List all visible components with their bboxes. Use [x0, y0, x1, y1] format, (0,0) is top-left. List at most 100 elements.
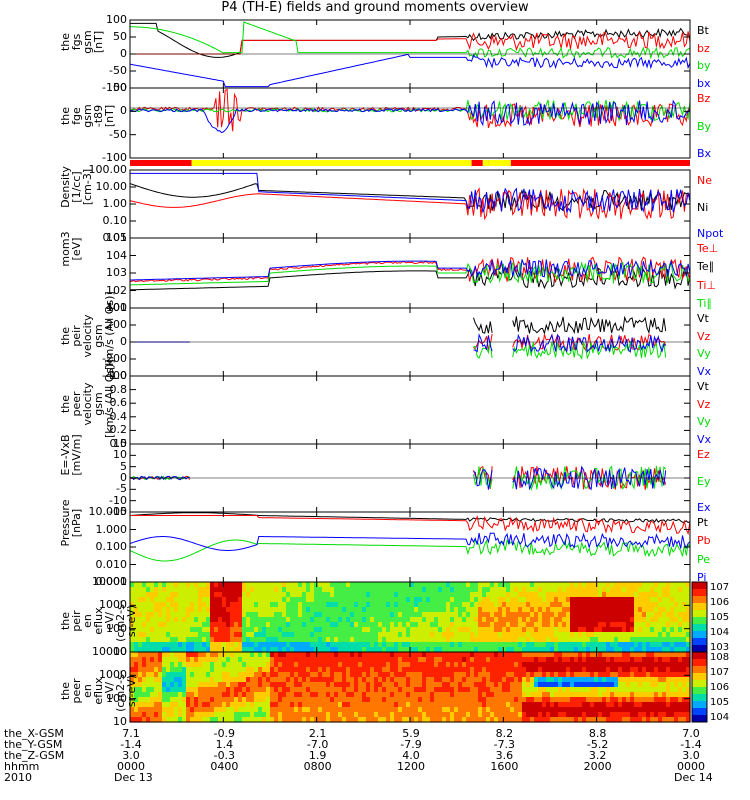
heatmap-cell — [594, 637, 599, 643]
legend-bz: bz — [697, 41, 710, 55]
heatmap-cell — [266, 642, 271, 648]
heatmap-cell — [526, 592, 531, 598]
heatmap-cell — [558, 717, 563, 723]
heatmap-cell — [534, 622, 539, 628]
legend-Pt: Pt — [697, 516, 708, 529]
heatmap-cell — [282, 647, 287, 653]
heatmap-cell — [610, 697, 615, 703]
heatmap-cell — [542, 712, 547, 718]
heatmap-cell — [386, 692, 391, 698]
heatmap-cell — [374, 672, 379, 678]
heatmap-cell — [362, 582, 367, 588]
heatmap-cell — [514, 612, 519, 618]
heatmap-cell — [386, 622, 391, 628]
heatmap-cell — [286, 672, 291, 678]
heatmap-cell — [322, 687, 327, 693]
heatmap-cell — [150, 602, 155, 608]
heatmap-cell — [466, 717, 471, 723]
heatmap-cell — [266, 662, 271, 668]
heatmap-cell — [498, 717, 503, 723]
heatmap-cell — [174, 692, 179, 698]
heatmap-cell — [674, 717, 679, 723]
heatmap-cell — [230, 672, 235, 678]
heatmap-cell — [250, 622, 255, 628]
heatmap-cell — [670, 592, 675, 598]
heatmap-cell — [486, 717, 491, 723]
heatmap-cell — [458, 652, 463, 658]
heatmap-cell — [586, 682, 591, 688]
panel-pressure — [129, 511, 691, 583]
heatmap-cell — [586, 597, 591, 603]
heatmap-cell — [358, 682, 363, 688]
heatmap-cell — [650, 637, 655, 643]
panel-frame — [129, 375, 691, 445]
y-tick-label: -15 — [109, 505, 127, 518]
heatmap-cell — [326, 592, 331, 598]
heatmap-cell — [194, 622, 199, 628]
heatmap-cell — [618, 657, 623, 663]
colorbar-cell — [692, 592, 707, 597]
heatmap-cell — [458, 592, 463, 598]
heatmap-cell — [194, 602, 199, 608]
heatmap-cell — [518, 612, 523, 618]
heatmap-cell — [170, 647, 175, 653]
heatmap-cell — [206, 697, 211, 703]
heatmap-cell — [378, 612, 383, 618]
colorbar-cell — [692, 589, 707, 593]
heatmap-cell — [634, 587, 639, 593]
y-axis-label: Pressure [nPa] — [59, 499, 83, 547]
heatmap-cell — [590, 587, 595, 593]
heatmap-cell — [238, 687, 243, 693]
heatmap-cell — [334, 587, 339, 593]
heatmap-cell — [282, 582, 287, 588]
heatmap-cell — [430, 612, 435, 618]
heatmap-cell — [334, 672, 339, 678]
heatmap-cell — [158, 717, 163, 723]
heatmap-cell — [414, 697, 419, 703]
heatmap-cell — [570, 707, 575, 713]
heatmap-cell — [266, 602, 271, 608]
series-Npot — [130, 172, 691, 214]
heatmap-cell — [150, 642, 155, 648]
heatmap-cell — [434, 607, 439, 613]
heatmap-cell — [358, 692, 363, 698]
heatmap-cell — [398, 582, 403, 588]
heatmap-cell — [178, 602, 183, 608]
heatmap-cell — [402, 602, 407, 608]
legend-Vy: Vy — [697, 415, 711, 429]
heatmap-cell — [630, 707, 635, 713]
heatmap-cell — [578, 662, 583, 668]
heatmap-cell — [490, 657, 495, 663]
heatmap-cell — [242, 582, 247, 588]
heatmap-cell — [566, 682, 571, 688]
heatmap-cell — [170, 697, 175, 703]
heatmap-cell — [266, 692, 271, 698]
heatmap-cell — [230, 647, 235, 653]
heatmap-cell — [206, 627, 211, 633]
heatmap-cell — [198, 622, 203, 628]
heatmap-cell — [498, 597, 503, 603]
heatmap-cell — [130, 642, 135, 648]
heatmap-cell — [294, 587, 299, 593]
heatmap-cell — [406, 597, 411, 603]
heatmap-cell — [610, 672, 615, 678]
heatmap-cell — [686, 617, 691, 623]
heatmap-cell — [486, 657, 491, 663]
heatmap-cell — [606, 582, 611, 588]
heatmap-cell — [554, 717, 559, 723]
heatmap-cell — [350, 657, 355, 663]
heatmap-cell — [286, 617, 291, 623]
heatmap-cell — [558, 597, 563, 603]
heatmap-cell — [674, 667, 679, 673]
heatmap-cell — [418, 582, 423, 588]
heatmap-cell — [630, 632, 635, 638]
heatmap-cell — [662, 637, 667, 643]
heatmap-cell — [378, 627, 383, 633]
heatmap-cell — [182, 707, 187, 713]
heatmap-cell — [190, 692, 195, 698]
heatmap-cell — [470, 667, 475, 673]
heatmap-cell — [238, 707, 243, 713]
heatmap-cell — [446, 632, 451, 638]
heatmap-cell — [486, 692, 491, 698]
heatmap-cell — [574, 617, 579, 623]
